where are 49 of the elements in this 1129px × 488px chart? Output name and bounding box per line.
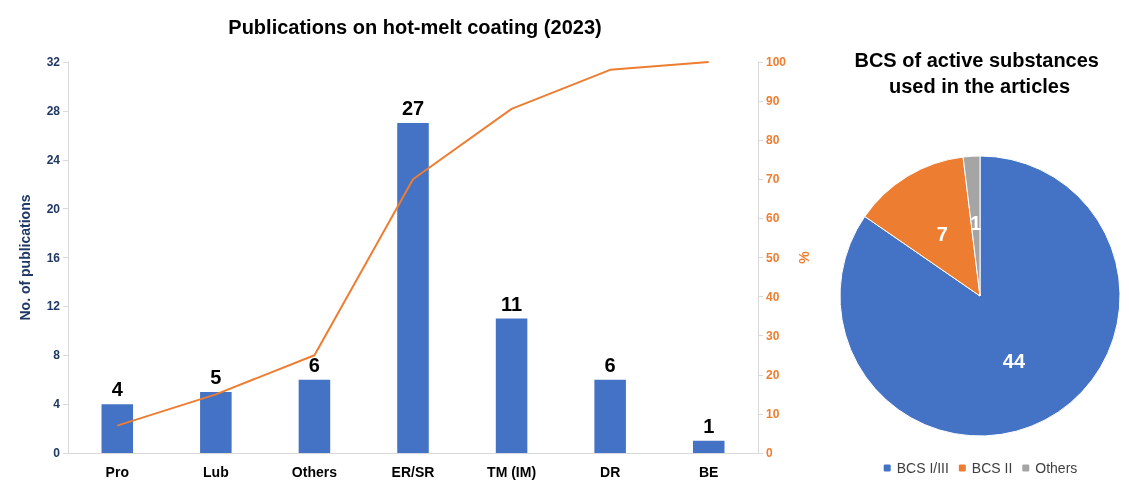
bar <box>692 440 725 453</box>
y-tick-label: 4 <box>53 397 61 412</box>
data-label: 7 <box>936 222 948 245</box>
x-tick-label: DR <box>600 464 621 480</box>
data-label: 11 <box>500 292 523 315</box>
y-tick-label: 8 <box>53 348 61 363</box>
x-tick-label: ER/SR <box>391 464 435 480</box>
y2-tick-label: 90 <box>766 94 780 109</box>
y2-tick-label: 10 <box>766 406 780 421</box>
bar <box>101 404 134 453</box>
bar <box>298 379 331 453</box>
data-label: 4 <box>111 378 124 401</box>
y-tick-label: 24 <box>46 152 61 167</box>
legend-label: BCS II <box>971 460 1013 476</box>
y2-tick-label: 60 <box>766 211 780 226</box>
y-tick-label: 32 <box>46 55 61 69</box>
y2-axis-title: % <box>795 250 812 264</box>
y-tick-label: 12 <box>46 299 61 314</box>
y2-tick-label: 50 <box>766 250 780 265</box>
y2-tick-label: 40 <box>766 289 780 304</box>
data-label: 44 <box>1002 349 1026 372</box>
legend-label: BCS I/III <box>896 460 949 476</box>
y-axis-title: No. of publications <box>17 194 33 321</box>
data-label: 5 <box>210 365 222 388</box>
bar <box>397 123 429 453</box>
x-tick-label: BE <box>698 464 719 480</box>
y-tick-label: 0 <box>53 446 61 460</box>
chart-title: Publications on hot-melt coating (2023) <box>228 16 602 38</box>
x-tick-label: Pro <box>105 464 129 480</box>
x-tick-label: Lub <box>203 464 229 480</box>
y2-tick-label: 0 <box>766 446 773 460</box>
data-label: 6 <box>308 353 320 376</box>
x-tick-label: Others <box>291 464 338 480</box>
data-label: 6 <box>604 353 616 376</box>
y-tick-label: 16 <box>46 250 61 265</box>
y2-tick-label: 30 <box>766 328 780 343</box>
bar <box>594 379 626 453</box>
y2-tick-label: 70 <box>766 172 780 187</box>
y2-tick-label: 100 <box>766 55 787 69</box>
y2-tick-label: 20 <box>766 367 780 382</box>
x-tick-label: TM (IM) <box>487 464 537 480</box>
y2-tick-label: 80 <box>766 133 780 148</box>
data-label: 1 <box>703 414 715 437</box>
y-tick-label: 28 <box>46 103 61 118</box>
data-label: 27 <box>401 97 425 120</box>
y-tick-label: 20 <box>46 201 61 216</box>
bar <box>495 318 528 453</box>
bar <box>200 391 232 453</box>
chart-title: BCS of active substances used in the articles <box>854 49 1105 97</box>
